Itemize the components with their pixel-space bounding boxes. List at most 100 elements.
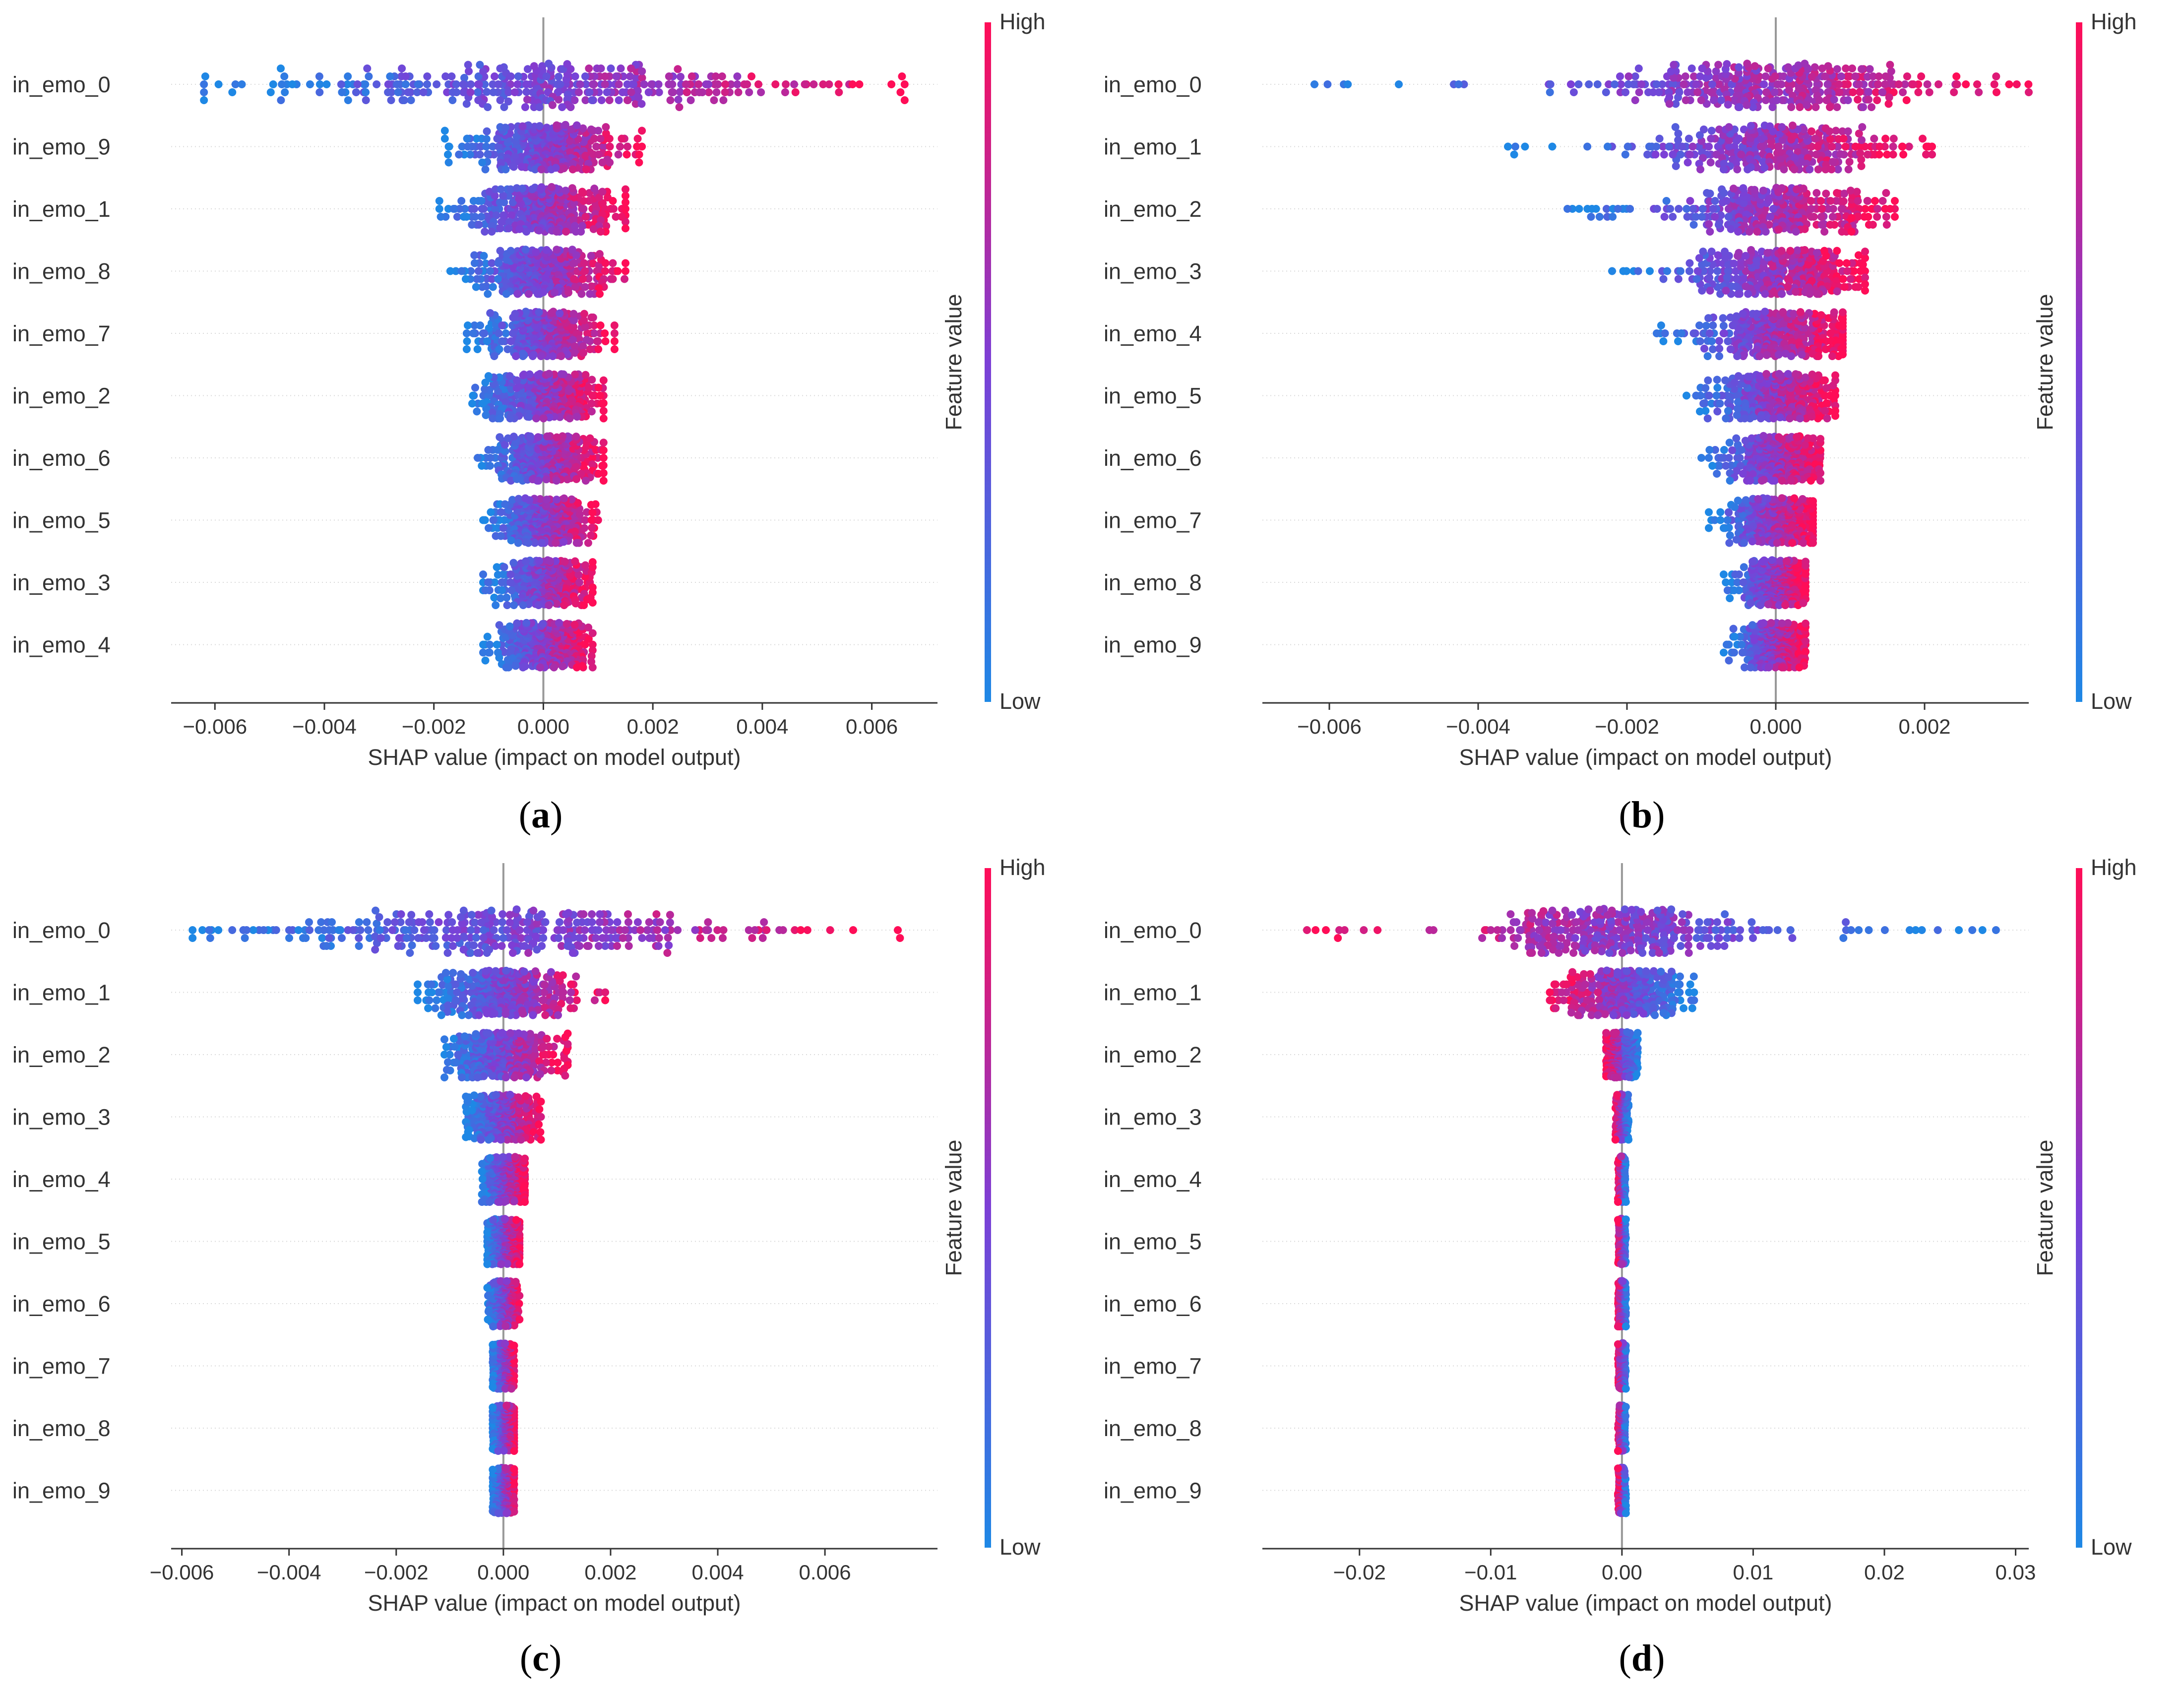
shap-point (627, 88, 635, 96)
shap-point (714, 80, 722, 88)
shap-point (344, 72, 352, 80)
shap-point (1914, 88, 1923, 96)
shap-point (1858, 123, 1867, 131)
shap-point (588, 460, 597, 469)
beeswarm-in_emo_3 (1608, 246, 1869, 298)
shap-point (1792, 370, 1800, 378)
shap-point (1917, 72, 1926, 80)
shap-point (601, 329, 609, 337)
shap-point (1990, 80, 1998, 88)
shap-point (469, 329, 478, 337)
shap-point (1460, 80, 1468, 88)
shap-point (834, 80, 843, 88)
shap-point (1743, 101, 1751, 109)
shap-point (484, 290, 492, 298)
shap-point (482, 411, 490, 419)
shap-point (449, 205, 458, 213)
shap-point (666, 96, 675, 104)
shap-point (1689, 205, 1697, 213)
shap-point (1730, 259, 1738, 268)
shap-point (1659, 142, 1667, 151)
shap-point (1626, 205, 1634, 213)
shap-point (1873, 96, 1881, 104)
shap-point (599, 477, 608, 485)
shap-point (1740, 199, 1748, 207)
shap-point (452, 88, 461, 96)
shap-point (592, 142, 601, 151)
shap-point (1821, 407, 1829, 415)
shap-point (594, 454, 602, 462)
shap-point (1720, 189, 1728, 197)
shap-point (1663, 267, 1671, 275)
shap-point (1735, 69, 1743, 77)
shap-point (1846, 187, 1855, 195)
shap-point (507, 586, 516, 594)
shap-point (1704, 314, 1713, 322)
shap-point (536, 495, 544, 503)
shap-point (479, 67, 488, 75)
shap-point (1705, 142, 1713, 151)
shap-point (502, 593, 511, 602)
shap-point (619, 88, 626, 96)
shap-point (459, 88, 468, 96)
beeswarm-in_emo_0 (1310, 60, 2033, 111)
shap-point (1816, 197, 1825, 205)
shap-point (1844, 127, 1852, 135)
shap-point (1889, 150, 1897, 159)
shap-point (511, 662, 520, 670)
shap-point (1833, 287, 1841, 296)
shap-point (499, 524, 507, 532)
shap-point (582, 80, 590, 88)
shap-point (634, 93, 643, 102)
shap-point (1651, 150, 1660, 159)
beeswarm-in_emo_3 (479, 556, 597, 609)
shap-point (1769, 414, 1778, 423)
shap-point (595, 250, 604, 258)
shap-point (590, 185, 599, 193)
shap-point (596, 321, 605, 329)
shap-point (501, 165, 510, 174)
shap-point (499, 211, 507, 220)
shap-point (497, 532, 505, 540)
shap-point (526, 432, 534, 440)
shap-point (465, 67, 473, 75)
shap-point (494, 142, 502, 151)
shap-point (521, 103, 529, 111)
shap-point (505, 622, 514, 630)
shap-point (504, 224, 513, 233)
shap-point (1705, 273, 1714, 282)
shap-point (337, 80, 345, 88)
shap-point (474, 72, 483, 80)
shap-point (1883, 150, 1891, 159)
shap-point (1844, 165, 1853, 174)
shap-point (1722, 197, 1731, 205)
shap-point (819, 80, 827, 88)
shap-point (552, 164, 560, 172)
shap-point (524, 539, 533, 547)
shap-point (1823, 414, 1831, 423)
shap-point (1323, 80, 1332, 88)
beeswarm-in_emo_5 (1683, 370, 1839, 423)
shap-point (486, 309, 495, 317)
shap-point (1808, 142, 1816, 151)
shap-point (1813, 414, 1822, 423)
shap-point (1822, 384, 1830, 392)
shap-point (373, 80, 381, 88)
shap-point (618, 134, 626, 143)
shap-point (530, 62, 538, 70)
shap-point (1836, 150, 1845, 158)
shap-point (513, 619, 521, 628)
feature-label-in_emo_3: in_emo_3 (1104, 259, 1202, 284)
shap-point (1765, 221, 1773, 229)
shap-point (1546, 80, 1555, 88)
shap-point (557, 352, 565, 360)
shap-point (1799, 185, 1808, 193)
shap-point (1735, 249, 1743, 257)
shap-point (1715, 337, 1723, 345)
shap-point (1742, 251, 1750, 260)
shap-point (504, 663, 513, 672)
shap-point (468, 221, 476, 229)
shap-point (1688, 142, 1697, 151)
shap-point (1715, 344, 1724, 353)
shap-point (269, 80, 277, 88)
